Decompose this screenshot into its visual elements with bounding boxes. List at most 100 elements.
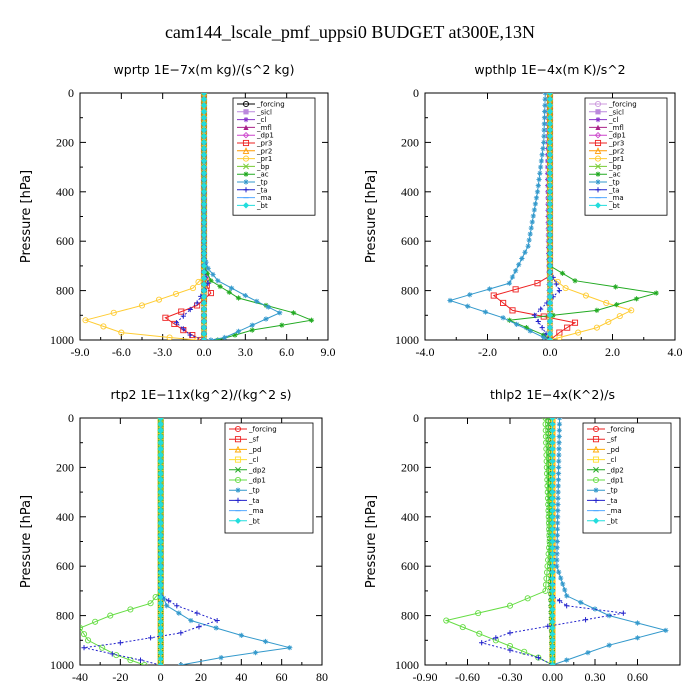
- data-point: [554, 526, 561, 532]
- legend-label: _pr1: [608, 155, 624, 163]
- legend-marker: [234, 425, 242, 433]
- data-point: [620, 610, 626, 616]
- data-point: [546, 293, 554, 300]
- data-point: [157, 593, 164, 601]
- data-point: [516, 262, 522, 268]
- data-point: [157, 451, 164, 459]
- data-point: [200, 293, 208, 300]
- data-point: [549, 655, 556, 662]
- legend-label: _sicl: [256, 108, 272, 116]
- data-point: [549, 482, 556, 490]
- data-point: [531, 207, 537, 213]
- data-point: [210, 271, 216, 278]
- data-point: [546, 151, 554, 158]
- data-point: [546, 225, 554, 232]
- y-tick-label: 1000: [50, 333, 74, 347]
- data-point: [546, 176, 554, 183]
- y-tick-label: 1000: [50, 658, 74, 672]
- series-line: [552, 418, 668, 665]
- data-point: [178, 630, 184, 636]
- data-point: [546, 287, 554, 294]
- y-tick-label: 1000: [395, 333, 419, 347]
- y-tick-label: 400: [56, 185, 74, 199]
- data-point: [542, 108, 548, 115]
- data-point: [564, 657, 570, 663]
- data-point: [109, 651, 115, 657]
- data-point: [556, 598, 563, 604]
- data-point: [200, 287, 208, 294]
- legend-label: _ta: [248, 497, 260, 505]
- data-point: [549, 593, 556, 601]
- data-point: [549, 550, 556, 557]
- data-point: [663, 627, 669, 634]
- legend-label: _forcing: [248, 426, 277, 434]
- data-point: [543, 575, 550, 582]
- data-point: [200, 275, 208, 282]
- data-point: [541, 139, 547, 145]
- data-point: [549, 495, 556, 502]
- legend-label: _bt: [606, 517, 618, 525]
- x-tick-label: 0.0: [543, 345, 558, 359]
- x-tick-label: -4.0: [416, 345, 435, 359]
- data-point: [556, 464, 562, 470]
- data-point: [541, 127, 547, 133]
- data-point: [549, 575, 556, 582]
- data-point: [205, 280, 211, 286]
- y-tick-label: 400: [401, 185, 419, 199]
- data-point: [207, 290, 214, 297]
- data-point: [546, 275, 554, 282]
- data-point: [556, 433, 562, 440]
- data-point: [592, 606, 598, 612]
- data-point: [490, 292, 497, 299]
- data-point: [157, 643, 164, 650]
- data-point: [546, 126, 554, 134]
- data-point: [113, 652, 120, 659]
- data-point: [554, 278, 561, 286]
- data-point: [157, 526, 164, 533]
- legend-label: _forcing: [608, 101, 637, 109]
- x-tick-label: -0.60: [455, 670, 480, 684]
- data-point: [546, 324, 554, 331]
- data-point: [157, 649, 164, 656]
- data-point: [555, 514, 561, 520]
- data-point: [541, 121, 547, 127]
- data-point: [634, 620, 641, 626]
- data-point: [200, 299, 208, 307]
- legend-label: _ac: [256, 171, 269, 179]
- data-point: [157, 550, 164, 557]
- y-tick-label: 800: [401, 609, 419, 623]
- y-axis-label: Pressure [hPa]: [19, 170, 34, 263]
- data-point: [235, 295, 242, 301]
- data-point: [546, 194, 554, 202]
- data-point: [110, 309, 117, 316]
- data-point: [545, 418, 552, 421]
- data-point: [539, 325, 545, 331]
- legend-marker: [235, 487, 241, 493]
- legend-label: _bp: [256, 163, 270, 171]
- data-point: [157, 575, 164, 582]
- legend-marker: [595, 163, 601, 170]
- data-point: [594, 307, 600, 313]
- y-tick-label: 200: [401, 135, 419, 149]
- chart-panel-2: wpthlp 1E−4x(m K)/s^2 Pressure [hPa] -4.0 -…: [364, 62, 683, 359]
- data-point: [157, 581, 164, 588]
- legend-marker: [242, 100, 250, 108]
- data-point: [549, 612, 556, 619]
- legend: _forcing_sicl_cl_mfl_dp1_pr3_pr2_pr1_bp_…: [584, 97, 668, 216]
- data-point: [194, 300, 200, 306]
- data-point: [558, 575, 564, 581]
- data-point: [575, 329, 582, 336]
- data-point: [549, 418, 556, 422]
- data-point: [546, 238, 554, 245]
- data-point: [174, 603, 180, 609]
- data-point: [541, 334, 547, 340]
- legend-marker: [594, 155, 602, 162]
- legend-marker: [595, 117, 601, 123]
- data-point: [542, 96, 548, 102]
- data-point: [512, 286, 519, 293]
- data-point: [509, 274, 516, 280]
- data-point: [545, 489, 552, 496]
- data-point: [542, 427, 549, 434]
- data-point: [482, 309, 489, 315]
- y-tick-label: 600: [56, 559, 74, 573]
